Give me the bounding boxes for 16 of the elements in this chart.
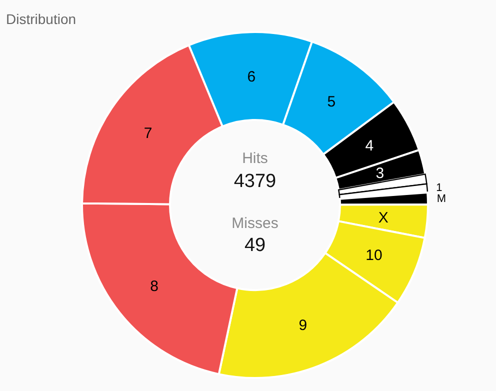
slice-label: 3 <box>376 165 384 182</box>
slice-label: 9 <box>298 317 308 334</box>
text: 4379 <box>234 171 276 192</box>
slice-label: 10 <box>366 246 382 264</box>
slice-label: X <box>378 209 388 226</box>
slice-label: 5 <box>327 93 336 110</box>
slice-label: 4 <box>365 138 374 155</box>
slice-label: 8 <box>150 278 158 295</box>
slice-label: M <box>436 192 446 205</box>
text: Hits <box>242 150 268 167</box>
chart-title: Distribution <box>6 11 76 27</box>
slice-label: 6 <box>247 68 256 86</box>
slice-label: 7 <box>144 125 152 142</box>
slice-label: 1 <box>436 182 442 194</box>
text: Misses <box>232 215 278 232</box>
text: 49 <box>244 235 266 256</box>
